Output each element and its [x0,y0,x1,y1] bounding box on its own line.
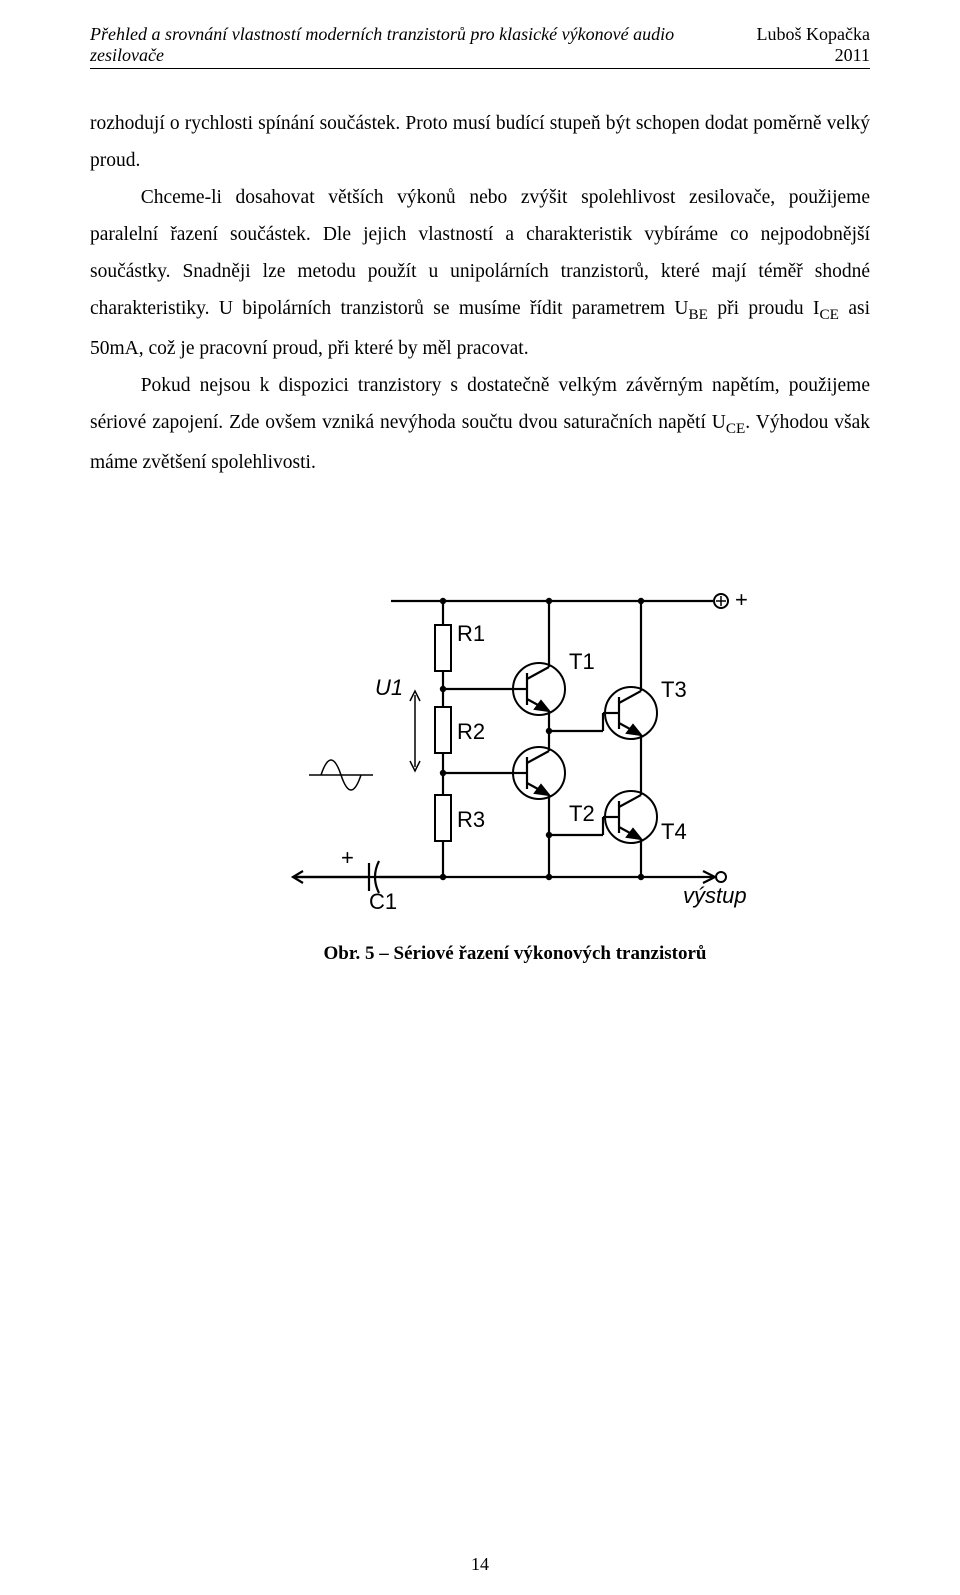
running-head: Přehled a srovnání vlastností moderních … [90,24,870,66]
figure-caption: Obr. 5 – Sériové řazení výkonových tranz… [254,943,707,965]
para-1: rozhodují o rychlosti spínání součástek.… [90,105,870,179]
label-u1: U1 [375,675,403,700]
para-3-sub: CE [726,420,745,437]
label-r3: R3 [457,807,485,832]
circuit-schematic: + R1 R2 R3 + C1 U1 [283,577,748,929]
para-3: Pokud nejsou k dispozici tranzistory s d… [90,367,870,481]
label-output: výstup [683,883,747,908]
body-text: rozhodují o rychlosti spínání součástek.… [90,105,870,481]
label-plus-c1: + [341,845,354,870]
label-t4: T4 [661,819,687,844]
para-2-sub1: BE [689,306,708,323]
label-r2: R2 [457,719,485,744]
header-author: Luboš Kopačka 2011 [723,24,870,66]
header-title: Přehled a srovnání vlastností moderních … [90,24,723,66]
label-r1: R1 [457,621,485,646]
label-t2: T2 [569,801,595,826]
label-plus: + [735,587,748,612]
para-2-sub2: CE [820,306,839,323]
label-t1: T1 [569,649,595,674]
header-rule [90,68,870,69]
label-t3: T3 [661,677,687,702]
label-c1: C1 [369,889,397,914]
page-number: 14 [0,1554,960,1575]
figure-5: + R1 R2 R3 + C1 U1 [90,577,870,965]
para-2-b: při proudu I [708,298,820,319]
para-2: Chceme-li dosahovat větších výkonů nebo … [90,179,870,367]
